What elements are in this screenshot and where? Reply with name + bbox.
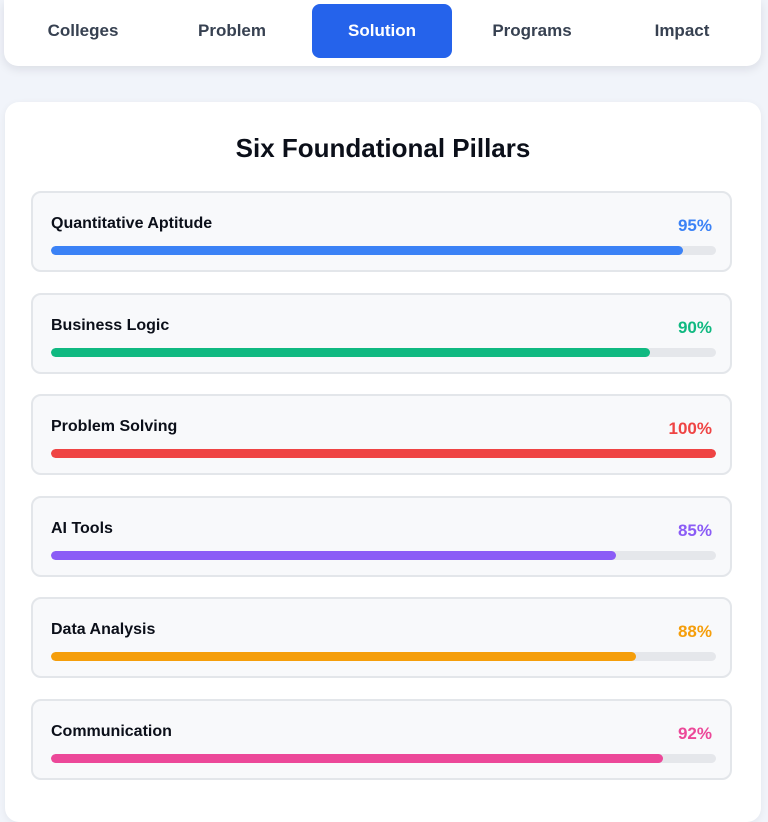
pillar-card: Problem Solving 100% (31, 394, 732, 475)
pillar-name: Problem Solving (51, 418, 178, 435)
pillar-card: Communication 92% (31, 699, 732, 780)
pillar-name: Business Logic (51, 317, 170, 334)
progress-fill (51, 449, 716, 458)
pillar-percent: 95% (677, 216, 712, 235)
pillar-percent: 92% (677, 724, 712, 743)
section-tab-bar: Colleges Problem Solution Programs Impac… (4, 0, 761, 66)
pillar-name: Quantitative Aptitude (51, 215, 213, 232)
pillar-name: AI Tools (51, 520, 113, 537)
tab-impact[interactable]: Impact (654, 21, 710, 40)
section-title: Six Foundational Pillars (235, 133, 531, 163)
progress-track (51, 754, 716, 763)
progress-track (51, 652, 716, 661)
pillar-percent: 85% (677, 521, 712, 540)
pillar-card: Quantitative Aptitude 95% (31, 191, 732, 272)
tab-solution[interactable]: Solution (312, 4, 452, 58)
pillar-name: Data Analysis (51, 621, 156, 638)
progress-fill (51, 754, 663, 763)
tab-programs[interactable]: Programs (492, 21, 572, 40)
progress-track (51, 348, 716, 357)
progress-fill (51, 652, 637, 661)
tab-problem[interactable]: Problem (197, 21, 267, 40)
progress-track (51, 449, 716, 458)
pillar-percent: 90% (677, 318, 712, 337)
pillar-name: Communication (51, 723, 172, 740)
progress-fill (51, 246, 683, 255)
progress-track (51, 551, 716, 560)
pillar-percent: 100% (668, 419, 712, 438)
progress-track (51, 246, 716, 255)
pillar-percent: 88% (677, 622, 712, 641)
tab-colleges[interactable]: Colleges (47, 21, 119, 40)
pillar-card: Business Logic 90% (31, 293, 732, 374)
progress-fill (51, 348, 650, 357)
pillar-card: Data Analysis 88% (31, 597, 732, 678)
progress-fill (51, 551, 617, 560)
pillar-card: AI Tools 85% (31, 496, 732, 577)
pillars-card: Six Foundational Pillars Quantitative Ap… (5, 102, 761, 822)
